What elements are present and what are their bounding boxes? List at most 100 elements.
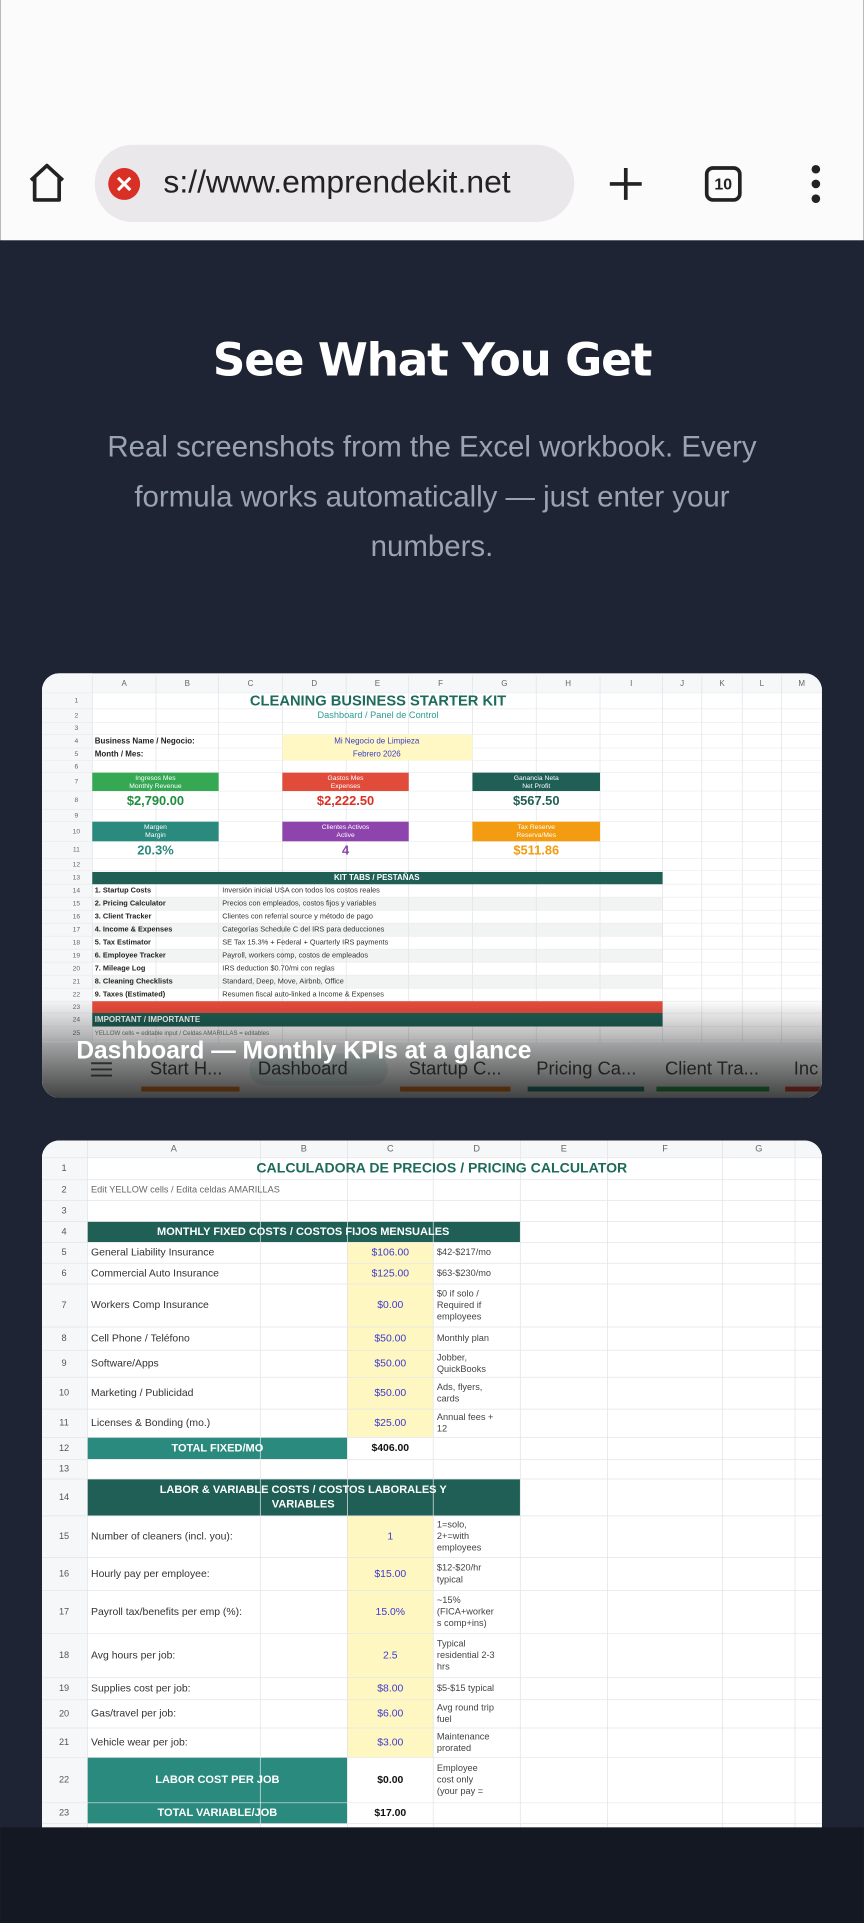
section-bar bbox=[92, 871, 663, 885]
input-cell bbox=[347, 1326, 434, 1351]
column-letter: D bbox=[473, 1144, 480, 1154]
url-text[interactable]: s://www.emprendekit.net bbox=[163, 163, 510, 199]
row-label: Vehicle wear per job: bbox=[91, 1737, 188, 1748]
row-number: 11 bbox=[73, 847, 80, 854]
input-cell bbox=[282, 734, 473, 761]
tab-desc: SE Tax 15.3% + Federal + Quarterly IRS p… bbox=[222, 938, 388, 947]
cell-value: $15.00 bbox=[374, 1569, 406, 1580]
cell-value: $8.00 bbox=[377, 1684, 403, 1695]
cell-note: hrs bbox=[437, 1662, 450, 1672]
tab-switcher[interactable] bbox=[704, 166, 742, 202]
row-number: 16 bbox=[73, 914, 81, 921]
total-label: TOTAL FIXED/MO bbox=[171, 1442, 263, 1454]
cell-note: $12-$20/hr bbox=[437, 1563, 481, 1573]
row-number: 17 bbox=[59, 1607, 69, 1617]
tab-name: 6. Employee Tracker bbox=[95, 951, 166, 960]
tab-count[interactable]: 10 bbox=[714, 176, 732, 193]
cell-note: 1=solo, bbox=[437, 1519, 467, 1529]
cell-note: residential 2-3 bbox=[437, 1650, 495, 1660]
row-number: 5 bbox=[74, 751, 78, 758]
total-cell bbox=[87, 1437, 348, 1460]
new-tab[interactable] bbox=[609, 168, 642, 200]
menu-button[interactable] bbox=[811, 164, 821, 203]
row-number: 1 bbox=[74, 698, 78, 705]
cell-value: $0.00 bbox=[377, 1775, 403, 1786]
row-label: Supplies cost per job: bbox=[91, 1684, 190, 1695]
column-letter: C bbox=[248, 679, 254, 688]
kpi-sublabel: Expenses bbox=[331, 783, 361, 790]
row-number: 2 bbox=[74, 712, 78, 719]
column-letter: E bbox=[561, 1144, 567, 1154]
kpi-label: Gastos Mes bbox=[328, 775, 365, 782]
input-cell bbox=[347, 1409, 434, 1438]
field-value: Febrero 2026 bbox=[353, 749, 401, 758]
cell-value: $17.00 bbox=[374, 1808, 406, 1819]
row-number: 22 bbox=[59, 1775, 69, 1785]
row-number: 23 bbox=[59, 1808, 69, 1818]
field-label: Month / Mes: bbox=[95, 749, 144, 758]
cell-value: $3.00 bbox=[377, 1737, 403, 1748]
tab-name: 9. Taxes (Estimated) bbox=[95, 990, 166, 999]
section-subtitle: formula works automatically — just enter… bbox=[134, 480, 729, 513]
input-cell bbox=[347, 1284, 434, 1327]
cell-note: Annual fees + bbox=[437, 1412, 493, 1422]
row-number: 20 bbox=[59, 1708, 69, 1718]
column-letter: B bbox=[301, 1144, 307, 1154]
cell-note: employees bbox=[437, 1543, 482, 1553]
kpi-value: 20.3% bbox=[137, 843, 174, 858]
section-label: VARIABLES bbox=[272, 1499, 335, 1511]
tab-desc: Resumen fiscal auto-linked a Income & Ex… bbox=[222, 990, 384, 999]
caption-fade bbox=[42, 999, 822, 1098]
tab-name: 1. Startup Costs bbox=[95, 886, 151, 895]
kpi-box bbox=[92, 821, 219, 842]
tab-name: 7. Mileage Log bbox=[95, 964, 146, 973]
row-label: General Liability Insurance bbox=[91, 1248, 214, 1259]
card-pricing[interactable]: A B C D E F G 1 CALCULADORA DE PRECIOS / PRICING… bbox=[42, 1140, 822, 1923]
kpi-sublabel: Active bbox=[336, 832, 355, 839]
field-value: Mi Negocio de Limpieza bbox=[334, 736, 420, 745]
row-header-bg bbox=[42, 673, 93, 1042]
cell-note: employees bbox=[437, 1312, 482, 1322]
tab-name: 4. Income & Expenses bbox=[95, 925, 173, 934]
kpi-sublabel: Margin bbox=[145, 832, 166, 839]
row-number: 10 bbox=[59, 1388, 69, 1398]
input-cell bbox=[347, 1557, 434, 1591]
total-cell bbox=[87, 1802, 348, 1824]
row-number: 12 bbox=[59, 1443, 69, 1453]
tab-desc: Standard, Deep, Move, Airbnb, Office bbox=[222, 977, 344, 986]
row-label: Software/Apps bbox=[91, 1359, 159, 1370]
row-header-bg bbox=[42, 1140, 88, 1923]
section-bar bbox=[87, 1479, 521, 1516]
kpi-box bbox=[282, 821, 409, 842]
row-number: 1 bbox=[62, 1163, 67, 1173]
home-button[interactable] bbox=[29, 163, 65, 202]
column-letter: A bbox=[171, 1144, 178, 1154]
column-letter: L bbox=[760, 679, 765, 688]
row-number: 2 bbox=[62, 1185, 67, 1195]
kpi-value: $2,790.00 bbox=[127, 793, 184, 808]
cell-note: (FICA+worker bbox=[437, 1607, 494, 1617]
cell-note: s comp+ins) bbox=[437, 1618, 487, 1628]
cell-note: prorated bbox=[437, 1743, 471, 1753]
row-number: 10 bbox=[73, 828, 81, 835]
input-cell bbox=[347, 1677, 434, 1700]
section-subtitle: Real screenshots from the Excel workbook… bbox=[107, 431, 756, 464]
column-letter: M bbox=[798, 679, 805, 688]
row-stripe bbox=[92, 949, 663, 963]
cell-note: typical bbox=[437, 1574, 463, 1584]
column-header-bg bbox=[42, 1140, 822, 1158]
input-cell bbox=[347, 1350, 434, 1378]
row-label: Gas/travel per job: bbox=[91, 1709, 176, 1720]
cell-note: 12 bbox=[437, 1423, 447, 1433]
cell-value: 15.0% bbox=[376, 1607, 406, 1618]
kpi-box bbox=[92, 772, 219, 792]
kpi-label: Clientes Activos bbox=[322, 824, 370, 831]
url-bar[interactable] bbox=[94, 144, 575, 222]
row-number: 9 bbox=[74, 812, 78, 819]
card-dashboard[interactable]: A B C D E F G H I J K L M123456789101112131415161718… bbox=[42, 673, 828, 1098]
cell-note: ~15% bbox=[437, 1595, 461, 1605]
cell-note: fuel bbox=[437, 1714, 452, 1724]
row-number: 6 bbox=[74, 763, 78, 770]
input-cell bbox=[347, 1263, 434, 1285]
